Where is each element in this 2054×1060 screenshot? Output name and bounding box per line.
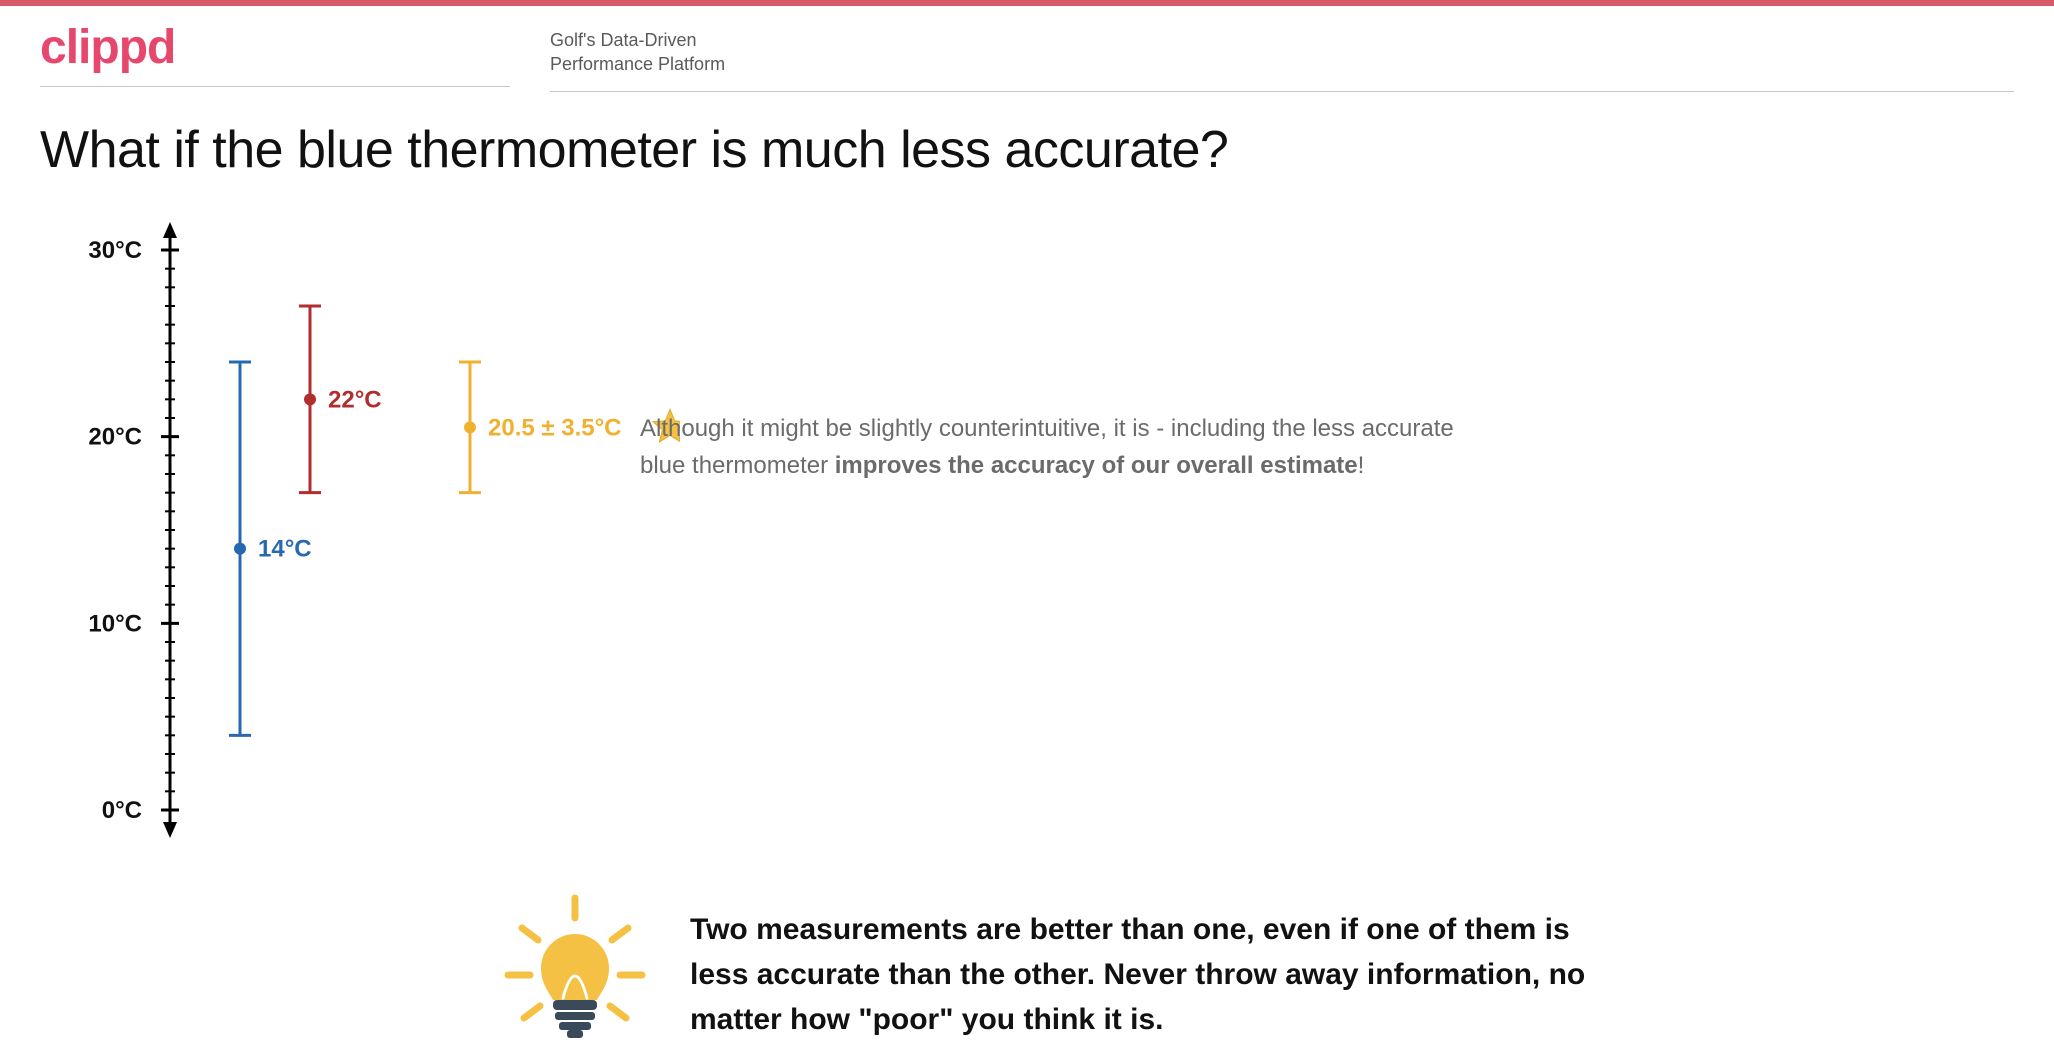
thermometer-chart: 30°C 20°C 10°C 0°C 14°C 22°C 20.5 ± 3.5°C	[40, 220, 680, 840]
explain-post: !	[1358, 452, 1365, 479]
svg-text:14°C: 14°C	[258, 535, 312, 562]
tagline-line2: Performance Platform	[550, 52, 2014, 76]
svg-text:20°C: 20°C	[88, 423, 142, 450]
brand-logo: clippd	[40, 24, 510, 72]
page-title: What if the blue thermometer is much les…	[0, 92, 2054, 190]
explain-bold: improves the accuracy of our overall est…	[835, 452, 1358, 479]
svg-text:30°C: 30°C	[88, 237, 142, 264]
tagline-block: Golf's Data-Driven Performance Platform	[550, 24, 2014, 92]
chart-column: 30°C20°C10°C0°C14°C22°C20.5 ± 3.5°C	[40, 220, 600, 840]
content-row: 30°C 20°C 10°C 0°C 14°C 22°C 20.5 ± 3.5°C Alth…	[0, 190, 2054, 840]
tagline-line1: Golf's Data-Driven	[550, 28, 2014, 52]
header: clippd Golf's Data-Driven Performance Pl…	[0, 6, 2054, 92]
svg-text:0°C: 0°C	[102, 797, 142, 824]
lightbulb-icon	[500, 890, 650, 1060]
svg-text:22°C: 22°C	[328, 386, 382, 413]
svg-text:20.5 ± 3.5°C: 20.5 ± 3.5°C	[488, 414, 622, 441]
explanation-text: Although it might be slightly counterint…	[640, 410, 1460, 484]
explanation-column: Although it might be slightly counterint…	[640, 220, 2014, 840]
svg-text:10°C: 10°C	[88, 610, 142, 637]
insight-text: Two measurements are better than one, ev…	[690, 907, 1610, 1042]
logo-block: clippd	[40, 24, 510, 87]
insight-row: Two measurements are better than one, ev…	[0, 840, 2054, 1060]
